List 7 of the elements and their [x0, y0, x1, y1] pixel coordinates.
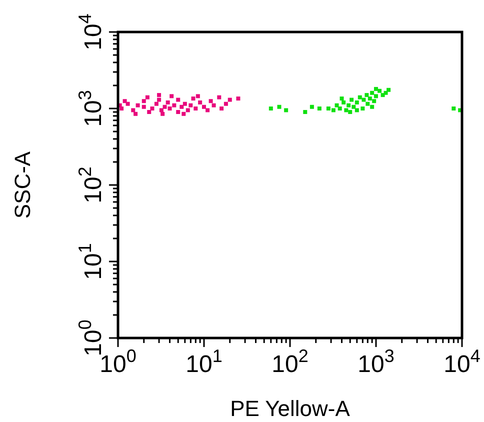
- x-tick-label: 10$^{4}$: [444, 346, 480, 378]
- y-axis-title: SSC-A: [10, 151, 35, 219]
- x-tick-label: 10$^{1}$: [186, 346, 222, 378]
- x-tick-label: 10$^{3}$: [358, 346, 394, 378]
- x-tick-label: 10$^{0}$: [100, 346, 136, 378]
- x-axis-title: PE Yellow-A: [230, 396, 350, 421]
- x-tick-label: 10$^{2}$: [272, 346, 308, 378]
